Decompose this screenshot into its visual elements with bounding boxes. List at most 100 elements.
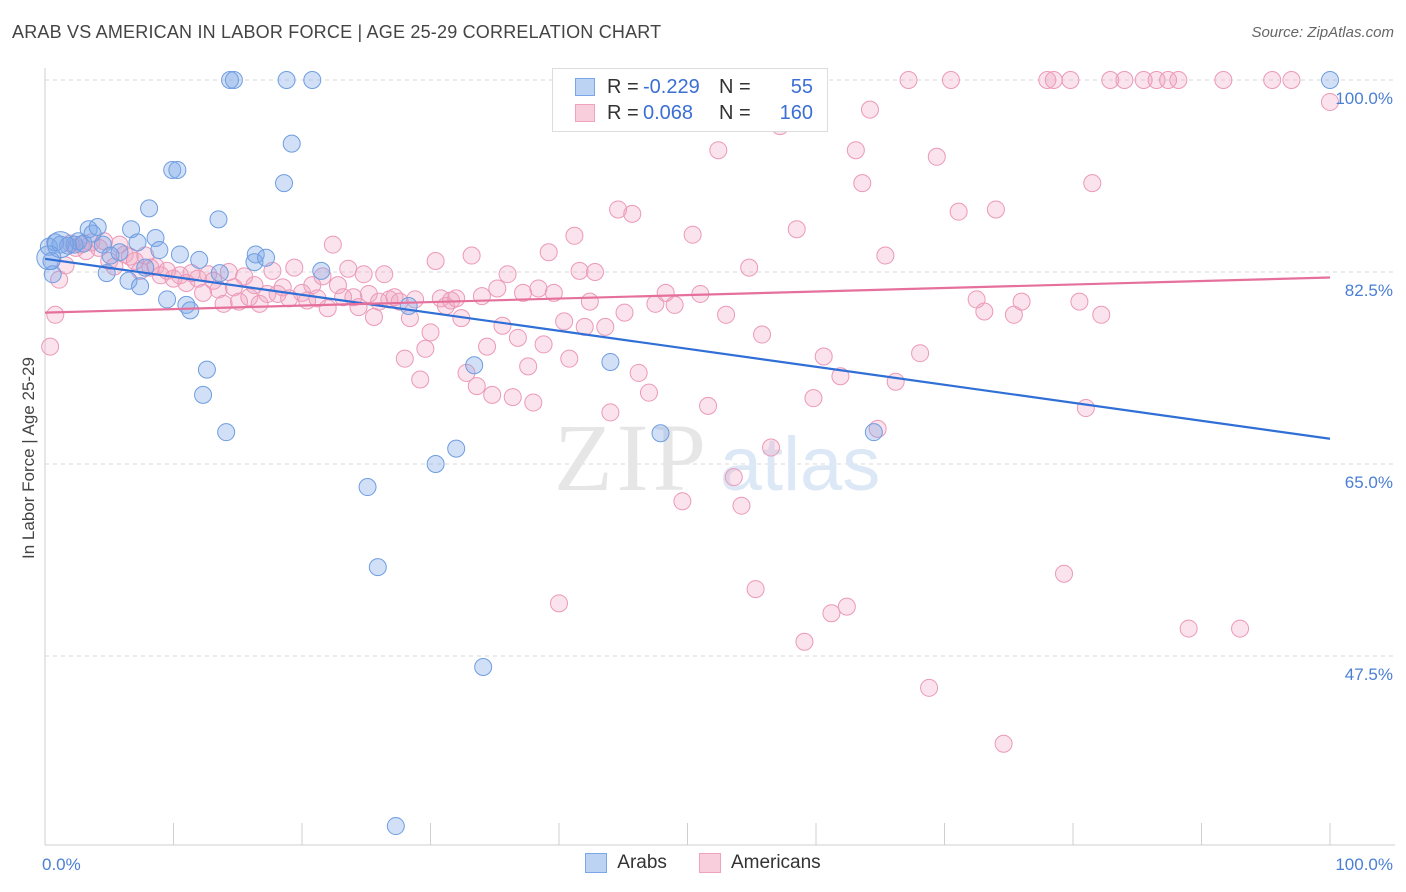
arab-point: [146, 228, 165, 247]
american-point: [1282, 71, 1301, 89]
arab-point: [170, 245, 189, 264]
american-point: [328, 276, 347, 295]
legend-n-label: N =: [719, 75, 751, 98]
american-point: [853, 174, 872, 193]
tick-labels: 100.0% 82.5% 65.0% 47.5% 0.0% 100.0%: [42, 89, 1393, 874]
chart-title: ARAB VS AMERICAN IN LABOR FORCE | AGE 25…: [12, 22, 662, 42]
x-tick-label: 0.0%: [42, 855, 81, 874]
american-point: [508, 328, 527, 347]
american-point: [364, 307, 383, 326]
legend-label-americans: Americans: [730, 852, 821, 873]
legend-n-value: 55: [790, 75, 813, 98]
american-point: [467, 377, 486, 396]
legend-swatch-arabs: [575, 78, 595, 96]
arab-point: [88, 218, 107, 237]
american-point: [899, 71, 918, 89]
american-point: [46, 305, 65, 324]
american-point: [550, 594, 568, 613]
legend-r-label: R =: [607, 75, 639, 98]
arab-point: [651, 424, 670, 443]
y-tick-label: 100.0%: [1335, 89, 1393, 108]
american-point: [421, 323, 440, 342]
american-point: [927, 147, 946, 166]
watermark-atlas: atlas: [720, 422, 881, 507]
american-point: [457, 363, 476, 382]
legend-swatch-arabs: [585, 853, 608, 873]
american-point: [41, 337, 60, 356]
arab-point: [447, 439, 466, 458]
y-tick-label: 47.5%: [1345, 665, 1393, 684]
arab-point: [168, 160, 187, 179]
american-point: [639, 383, 658, 402]
american-point: [560, 349, 579, 368]
arab-point: [474, 657, 493, 676]
legend-item-americans[interactable]: Americans: [698, 852, 821, 874]
american-point: [1321, 92, 1339, 111]
american-point: [753, 325, 772, 344]
arab-point: [119, 271, 138, 290]
legend-r-value: -0.229: [643, 75, 700, 98]
american-point: [1076, 399, 1095, 418]
american-point: [570, 261, 589, 280]
arab-point: [399, 297, 418, 316]
arab-point: [181, 301, 200, 320]
arab-point: [386, 817, 405, 836]
american-point: [941, 71, 960, 89]
arab-point: [245, 253, 264, 272]
american-point: [472, 287, 491, 306]
american-point: [524, 393, 543, 412]
arab-point: [190, 250, 209, 269]
american-point: [795, 632, 814, 651]
arab-point: [128, 233, 147, 252]
american-point: [1061, 71, 1080, 89]
trend-line-americans: [44, 276, 1331, 314]
american-point: [683, 225, 702, 244]
legend-row-arabs: R = -0.229 N = 55: [575, 75, 813, 99]
legend-item-arabs[interactable]: Arabs: [585, 852, 667, 874]
american-point: [804, 389, 823, 408]
american-point: [313, 267, 332, 286]
american-point: [837, 597, 856, 616]
legend-r-label: R =: [607, 101, 639, 124]
american-point: [250, 294, 269, 313]
american-point: [1214, 71, 1233, 89]
arab-point: [246, 245, 265, 264]
arab-point: [282, 134, 301, 153]
american-point: [1231, 619, 1250, 638]
american-point: [656, 283, 675, 302]
american-point: [709, 141, 728, 160]
american-point: [732, 496, 751, 515]
trend-lines: [44, 257, 1331, 440]
american-point: [1134, 71, 1153, 89]
american-point: [831, 367, 850, 386]
american-point: [1044, 71, 1063, 89]
arab-point: [275, 174, 294, 193]
american-point: [565, 226, 584, 245]
american-point: [920, 678, 939, 697]
american-point: [483, 385, 502, 404]
legend-label-arabs: Arabs: [617, 852, 667, 873]
arab-point: [209, 210, 228, 229]
american-point: [665, 295, 684, 314]
series-legend: Arabs Americans: [0, 852, 1406, 874]
arab-point: [158, 290, 177, 309]
american-point: [1092, 305, 1111, 324]
american-point: [1055, 564, 1074, 583]
american-point: [230, 292, 249, 311]
y-tick-label: 65.0%: [1345, 473, 1393, 492]
american-point: [354, 265, 373, 284]
arab-point: [140, 199, 159, 218]
american-point: [1012, 292, 1031, 311]
american-point: [411, 370, 430, 389]
legend-swatch-americans: [698, 853, 721, 873]
american-point: [1070, 292, 1089, 311]
arab-point: [74, 234, 93, 253]
american-point: [1115, 71, 1134, 89]
stats-legend: R = -0.229 N = 55 R = 0.068 N = 160: [552, 68, 828, 132]
legend-n-value: 160: [779, 101, 813, 124]
american-point: [447, 289, 466, 308]
american-point: [488, 279, 507, 298]
arab-point: [277, 71, 296, 89]
x-tick-label: 100.0%: [1335, 855, 1393, 874]
